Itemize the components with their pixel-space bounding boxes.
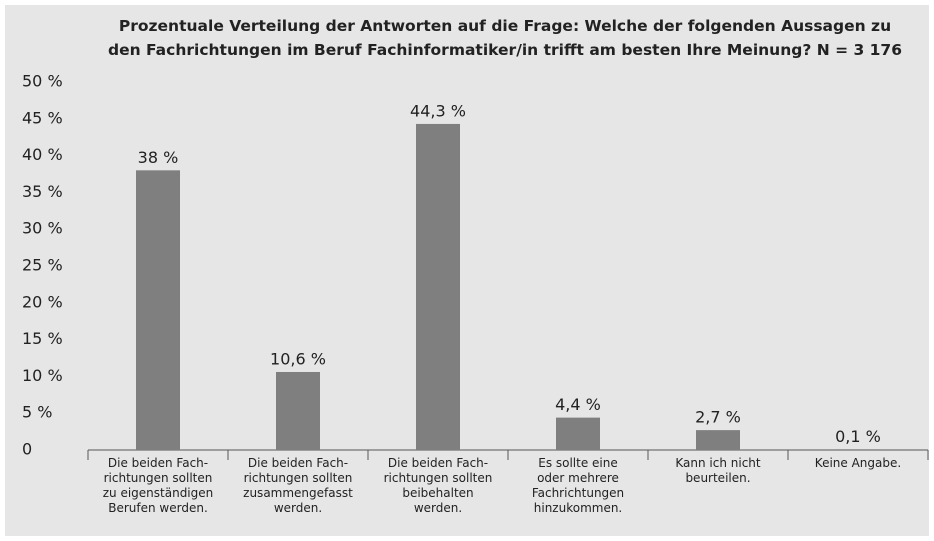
y-tick-label: 15 % — [22, 329, 63, 348]
x-tick-label: Es sollte eine oder mehrere Fachrichtung… — [531, 456, 625, 515]
bar — [556, 417, 600, 450]
bar — [696, 430, 740, 450]
data-label: 44,3 % — [410, 101, 466, 120]
bar — [836, 449, 880, 450]
y-tick-label: 35 % — [22, 182, 63, 201]
x-tick-box: Kann ich nicht beurteilen. — [675, 456, 761, 485]
y-tick-label: 25 % — [22, 256, 63, 275]
x-tick-label: Die beiden Fach- richtungen sollten zu e… — [102, 456, 214, 515]
bar — [276, 371, 320, 450]
y-tick-label: 20 % — [22, 292, 63, 311]
x-tick-box: Es sollte eine oder mehrere Fachrichtung… — [531, 456, 625, 515]
data-label: 2,7 % — [695, 408, 741, 427]
x-tick-box: Die beiden Fach- richtungen sollten zu e… — [102, 456, 214, 515]
y-tick-label: 50 % — [22, 72, 63, 91]
bar — [136, 170, 180, 450]
x-tick-label: Die beiden Fach- richtungen sollten zusa… — [243, 456, 353, 515]
y-tick-label: 10 % — [22, 366, 63, 385]
y-tick-label: 5 % — [22, 403, 52, 422]
y-tick-label: 0 — [22, 440, 32, 459]
x-tick-box: Keine Angabe. — [814, 456, 902, 470]
data-label: 4,4 % — [555, 395, 601, 414]
y-tick-label: 40 % — [22, 145, 63, 164]
x-tick-label: Die beiden Fach- richtungen sollten beib… — [383, 456, 493, 515]
chart-title: Prozentuale Verteilung der Antworten auf… — [107, 17, 903, 59]
title-box: Prozentuale Verteilung der Antworten auf… — [107, 17, 903, 59]
data-label: 38 % — [138, 148, 179, 167]
bar — [416, 123, 460, 451]
data-label: 10,6 % — [270, 349, 326, 368]
data-label: 0,1 % — [835, 427, 881, 446]
x-tick-box: Die beiden Fach- richtungen sollten zusa… — [243, 456, 353, 515]
x-tick-label: Kann ich nicht beurteilen. — [675, 456, 761, 485]
y-tick-label: 30 % — [22, 219, 63, 238]
x-tick-label: Keine Angabe. — [814, 456, 902, 470]
x-tick-box: Die beiden Fach- richtungen sollten beib… — [383, 456, 493, 515]
y-tick-label: 45 % — [22, 108, 63, 127]
